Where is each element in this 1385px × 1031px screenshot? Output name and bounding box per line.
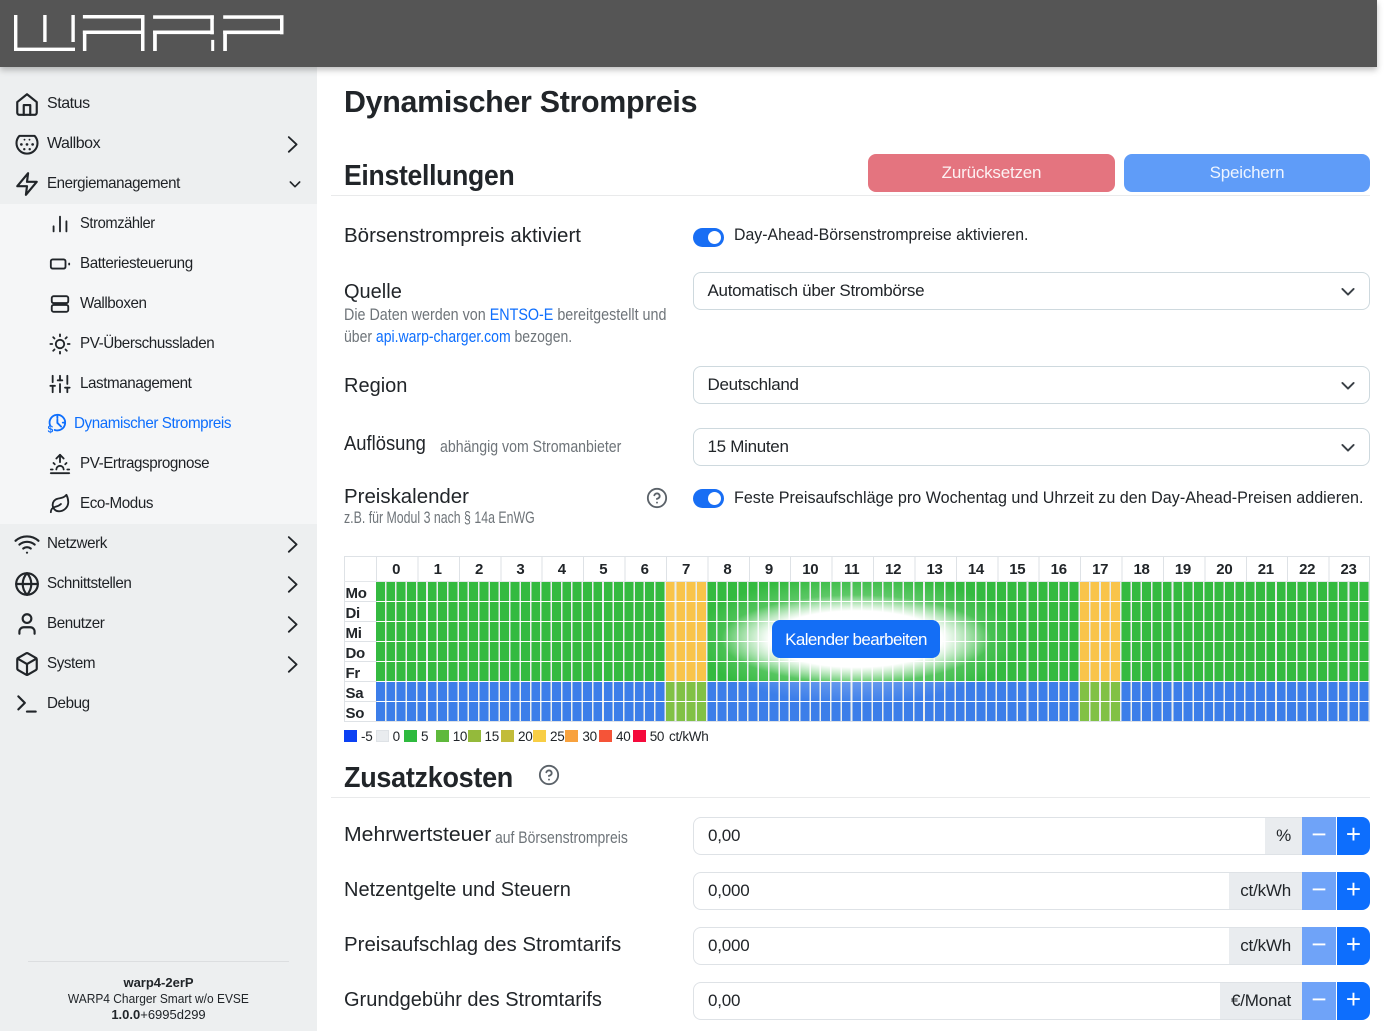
svg-text:$: $ [47, 425, 53, 435]
